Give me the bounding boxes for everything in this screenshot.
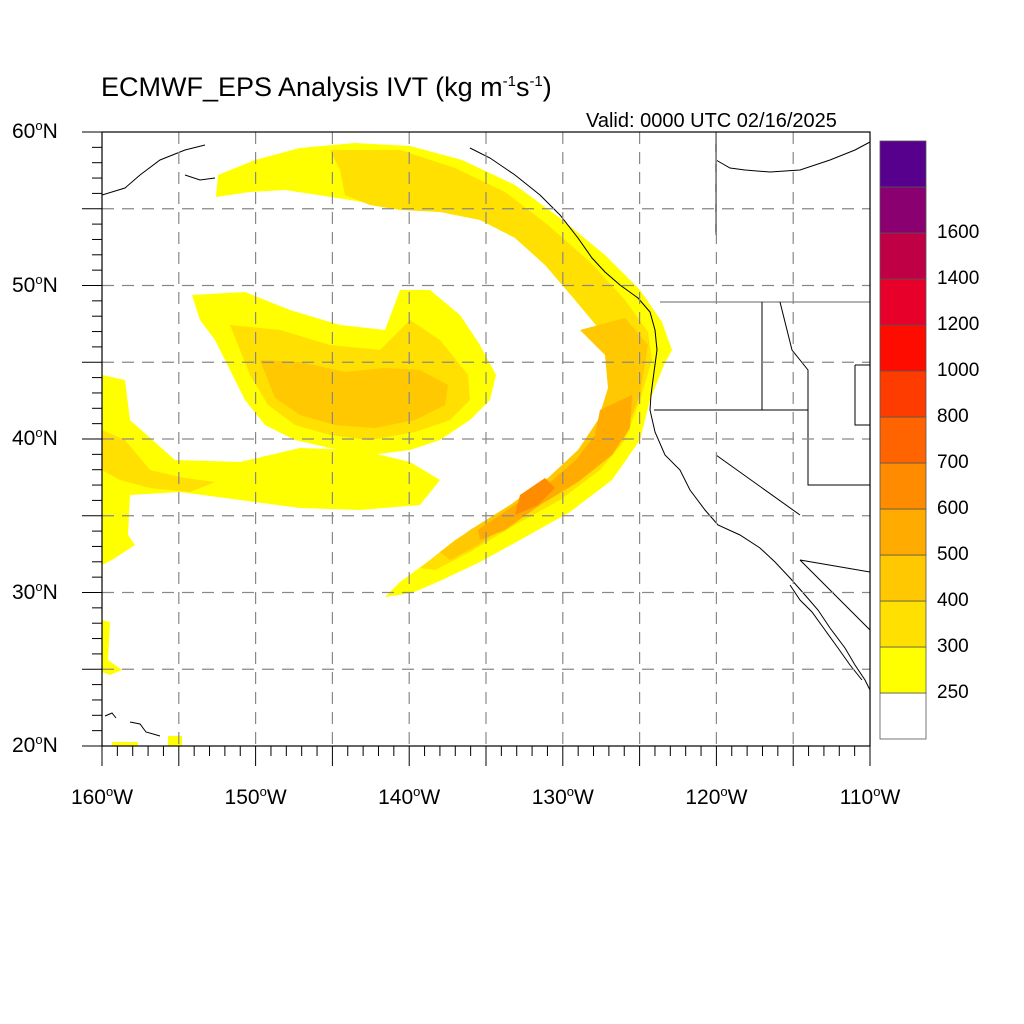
lat-tick-label: 20oN bbox=[12, 732, 58, 760]
colorbar-level-label: 1400 bbox=[937, 268, 980, 289]
lat-num: 20 bbox=[12, 734, 36, 757]
colorbar bbox=[879, 140, 927, 740]
hawaii-islands bbox=[104, 712, 161, 737]
lon-tick-label: 140oW bbox=[378, 784, 441, 810]
colorbar-level-label: 1200 bbox=[937, 314, 980, 335]
lon-tick-label: 130oW bbox=[531, 784, 594, 810]
colorbar-box bbox=[879, 462, 927, 510]
lat-hemi: N bbox=[42, 273, 58, 297]
degree-symbol: o bbox=[35, 732, 43, 747]
lon-tick-label: 120oW bbox=[685, 784, 748, 810]
valid-time-label: Valid: 0000 UTC 02/16/2025 bbox=[586, 110, 837, 132]
lon-hemi: W bbox=[880, 786, 901, 809]
plot-title: ECMWF_EPS Analysis IVT (kg m-1s-1) bbox=[101, 72, 552, 103]
ivt-blob-400 bbox=[260, 360, 448, 428]
colorbar-level-label: 300 bbox=[937, 636, 969, 657]
colorbar-box bbox=[879, 232, 927, 280]
colorbar-level-label: 400 bbox=[937, 590, 969, 611]
colorbar-box bbox=[879, 278, 927, 326]
lat-num: 50 bbox=[12, 273, 36, 297]
colorbar-level-label: 1600 bbox=[937, 222, 980, 243]
lon-num: 140 bbox=[378, 786, 414, 809]
lon-hemi: W bbox=[420, 786, 441, 809]
degree-symbol: o bbox=[566, 784, 575, 799]
title-exp1: -1 bbox=[502, 73, 516, 90]
state-borders bbox=[654, 132, 870, 573]
degree-symbol: o bbox=[873, 784, 881, 799]
colorbar-level-label: 1000 bbox=[937, 360, 980, 381]
degree-symbol: o bbox=[35, 425, 43, 440]
lon-tick-label: 160oW bbox=[70, 784, 134, 810]
degree-symbol: o bbox=[105, 784, 114, 799]
lon-num: 110 bbox=[839, 786, 874, 809]
ivt-hawaii-patch bbox=[112, 742, 138, 746]
lon-hemi: W bbox=[727, 786, 748, 809]
lat-num: 30 bbox=[12, 580, 36, 604]
title-main: ECMWF_EPS Analysis IVT (kg m bbox=[101, 72, 503, 102]
ivt-core-500 bbox=[478, 395, 632, 540]
lat-num: 60 bbox=[12, 120, 36, 143]
north-america-coastline bbox=[469, 141, 870, 691]
colorbar-level-label: 700 bbox=[937, 452, 969, 473]
degree-symbol: o bbox=[259, 784, 267, 799]
lon-num: 120 bbox=[685, 786, 721, 809]
lat-tick-label: 60oN bbox=[12, 118, 58, 146]
lon-num: 130 bbox=[531, 786, 567, 809]
colorbar-level-label: 600 bbox=[937, 498, 969, 519]
title-exp2: -1 bbox=[529, 73, 543, 90]
lat-hemi: N bbox=[42, 580, 58, 604]
gridline-layer bbox=[102, 132, 870, 746]
colorbar-box bbox=[879, 692, 927, 740]
lat-tick-label: 30oN bbox=[12, 578, 58, 607]
colorbar-box bbox=[879, 646, 927, 694]
lon-num: 160 bbox=[70, 786, 106, 809]
ivt-west-band-300 bbox=[102, 430, 215, 492]
degree-symbol: o bbox=[35, 118, 43, 133]
ivt-core-600 bbox=[515, 478, 555, 515]
coastline-layer bbox=[102, 132, 870, 737]
lat-hemi: N bbox=[42, 734, 58, 757]
lon-tick-label: 150oW bbox=[224, 784, 287, 810]
colorbar-box bbox=[879, 186, 927, 234]
ivt-hawaii-patch2 bbox=[168, 736, 182, 746]
colorbar-box bbox=[879, 600, 927, 648]
ivt-west-band bbox=[102, 375, 440, 565]
baja-gulf-coast bbox=[789, 559, 870, 681]
ivt-shading-layer bbox=[102, 143, 672, 746]
lon-hemi: W bbox=[266, 786, 287, 809]
title-mid: s bbox=[515, 72, 530, 102]
lon-hemi: W bbox=[574, 786, 594, 809]
ivt-islands-band bbox=[102, 620, 122, 675]
degree-symbol: o bbox=[35, 271, 43, 287]
colorbar-box bbox=[879, 324, 927, 372]
lat-num: 40 bbox=[12, 427, 36, 450]
colorbar-box bbox=[879, 370, 927, 418]
lat-hemi: N bbox=[42, 120, 58, 143]
lon-tick-label: 110oW bbox=[839, 784, 901, 810]
lon-num: 150 bbox=[224, 786, 260, 809]
colorbar-level-label: 800 bbox=[937, 406, 969, 427]
alaska-coast bbox=[102, 144, 216, 196]
lat-tick-label: 50oN bbox=[12, 271, 58, 300]
axis-ticks bbox=[82, 131, 871, 766]
colorbar-level-label: 500 bbox=[937, 544, 969, 565]
lat-tick-label: 40oN bbox=[12, 425, 58, 453]
colorbar-box bbox=[879, 554, 927, 602]
title-close: ) bbox=[542, 72, 552, 102]
colorbar-box bbox=[879, 140, 927, 188]
lon-hemi: W bbox=[113, 786, 134, 809]
degree-symbol: o bbox=[35, 578, 43, 594]
degree-symbol: o bbox=[413, 784, 421, 799]
degree-symbol: o bbox=[720, 784, 728, 799]
lat-hemi: N bbox=[42, 427, 58, 450]
colorbar-level-label: 250 bbox=[937, 682, 969, 703]
colorbar-box bbox=[879, 416, 927, 464]
colorbar-box bbox=[879, 508, 927, 556]
